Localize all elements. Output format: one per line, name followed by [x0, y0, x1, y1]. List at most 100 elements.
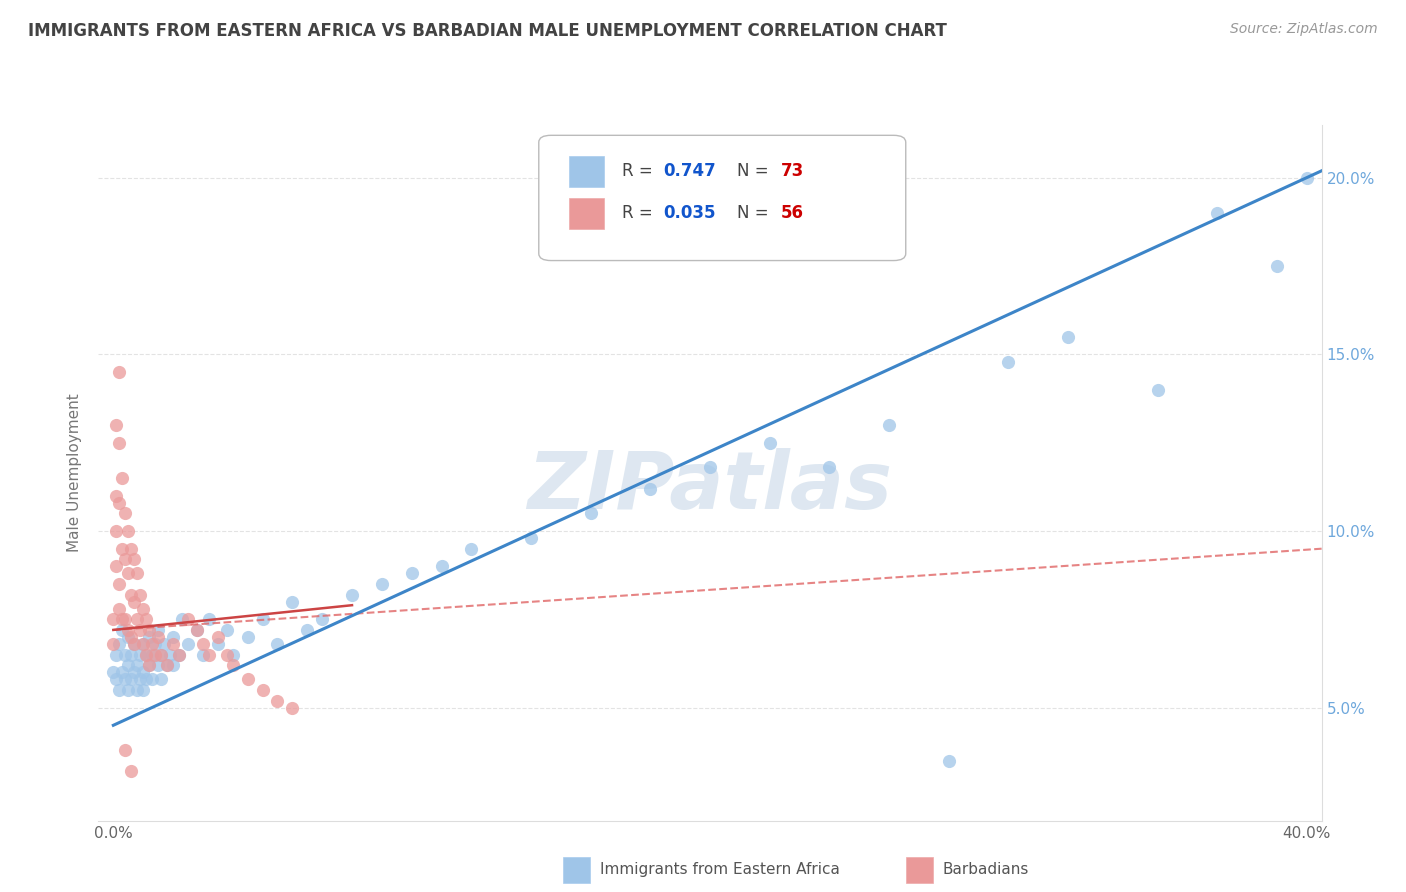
Point: [207, 630, 229, 644]
Point: [146, 623, 169, 637]
Point: [1206, 206, 1229, 220]
Point: [297, 623, 319, 637]
Point: [111, 541, 134, 556]
Point: [135, 648, 157, 662]
Point: [122, 595, 145, 609]
Point: [122, 637, 145, 651]
Point: [162, 630, 184, 644]
Point: [138, 658, 160, 673]
Point: [120, 764, 142, 779]
Point: [207, 637, 229, 651]
Text: N =: N =: [737, 204, 773, 222]
Point: [170, 612, 193, 626]
Point: [108, 683, 131, 698]
Text: IMMIGRANTS FROM EASTERN AFRICA VS BARBADIAN MALE UNEMPLOYMENT CORRELATION CHART: IMMIGRANTS FROM EASTERN AFRICA VS BARBAD…: [28, 22, 948, 40]
Point: [129, 648, 152, 662]
Point: [135, 648, 157, 662]
Point: [111, 471, 134, 485]
Point: [191, 637, 214, 651]
Point: [105, 673, 128, 687]
Point: [117, 524, 139, 538]
Point: [141, 637, 163, 651]
Point: [132, 601, 155, 615]
Point: [191, 648, 214, 662]
Point: [117, 683, 139, 698]
Point: [103, 665, 125, 680]
Point: [640, 482, 662, 496]
Point: [520, 531, 543, 545]
Point: [146, 658, 169, 673]
FancyBboxPatch shape: [569, 198, 603, 229]
Point: [266, 693, 288, 707]
Point: [117, 566, 139, 581]
Point: [156, 658, 179, 673]
Point: [105, 489, 128, 503]
Point: [132, 683, 155, 698]
Point: [236, 673, 259, 687]
Point: [150, 648, 173, 662]
Point: [135, 673, 157, 687]
Point: [252, 612, 274, 626]
Point: [162, 658, 184, 673]
Point: [120, 588, 142, 602]
Point: [1057, 330, 1080, 344]
Point: [114, 552, 136, 566]
Point: [108, 577, 131, 591]
Point: [177, 637, 200, 651]
Point: [122, 637, 145, 651]
Point: [132, 637, 155, 651]
Text: R =: R =: [621, 162, 658, 180]
Point: [215, 623, 238, 637]
Text: Immigrants from Eastern Africa: Immigrants from Eastern Africa: [600, 862, 839, 877]
Point: [1146, 383, 1168, 397]
Point: [132, 637, 155, 651]
Point: [114, 673, 136, 687]
Point: [127, 612, 149, 626]
Point: [877, 418, 900, 433]
Point: [150, 648, 173, 662]
Point: [111, 612, 134, 626]
Point: [371, 577, 394, 591]
Point: [105, 559, 128, 574]
Point: [135, 612, 157, 626]
Point: [143, 648, 166, 662]
Text: 73: 73: [780, 162, 804, 180]
Point: [138, 623, 160, 637]
Point: [117, 630, 139, 644]
Point: [120, 541, 142, 556]
Point: [117, 658, 139, 673]
Point: [129, 623, 152, 637]
Point: [159, 648, 181, 662]
Point: [252, 683, 274, 698]
Point: [127, 658, 149, 673]
FancyBboxPatch shape: [905, 857, 932, 883]
Point: [127, 566, 149, 581]
Point: [122, 552, 145, 566]
Point: [141, 673, 163, 687]
Text: N =: N =: [737, 162, 773, 180]
Point: [1295, 170, 1317, 185]
Point: [150, 673, 173, 687]
Point: [215, 648, 238, 662]
Point: [103, 637, 125, 651]
Point: [579, 507, 602, 521]
Point: [281, 700, 304, 714]
Text: 0.035: 0.035: [664, 204, 716, 222]
Point: [198, 612, 221, 626]
Point: [122, 665, 145, 680]
Point: [221, 648, 243, 662]
Point: [143, 637, 166, 651]
Y-axis label: Male Unemployment: Male Unemployment: [67, 393, 83, 552]
Point: [108, 637, 131, 651]
Point: [430, 559, 453, 574]
Point: [236, 630, 259, 644]
Text: Barbadians: Barbadians: [942, 862, 1029, 877]
Point: [141, 648, 163, 662]
Point: [281, 595, 304, 609]
Point: [127, 683, 149, 698]
Text: R =: R =: [621, 204, 658, 222]
Point: [117, 623, 139, 637]
Point: [198, 648, 221, 662]
Point: [146, 630, 169, 644]
Point: [114, 507, 136, 521]
